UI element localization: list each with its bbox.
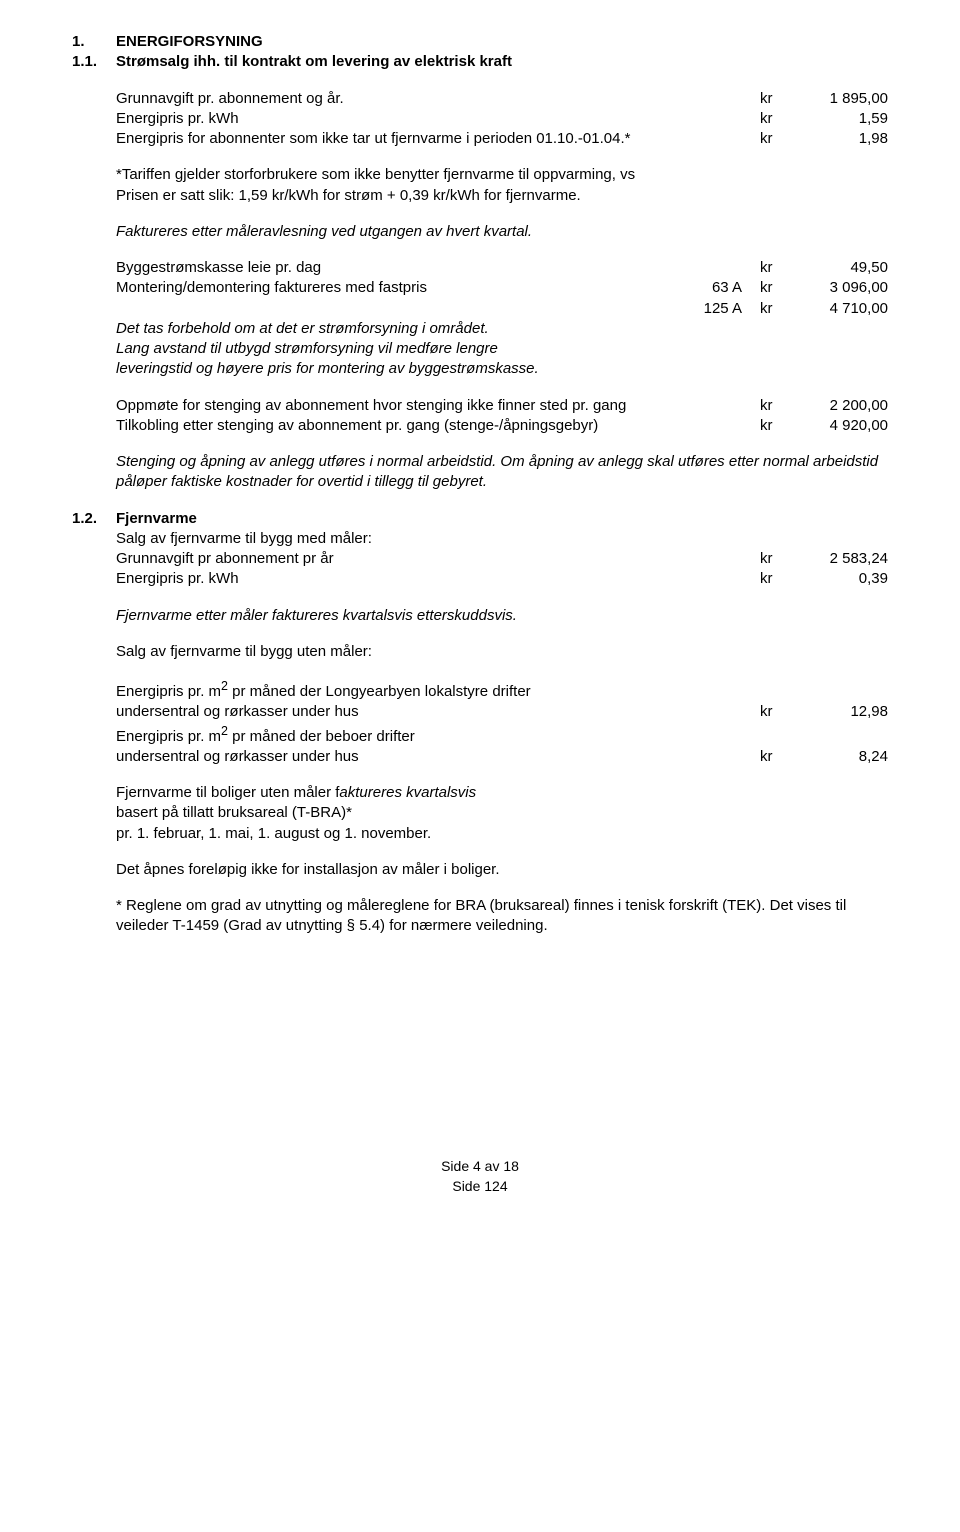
value: 2 200,00 [798,396,888,416]
no-meter-note: Det åpnes foreløpig ikke for installasjo… [116,860,888,880]
energipris-m2-l2a: Energipris pr. m [116,728,221,745]
energipris-m2-l1a: Energipris pr. m [116,683,221,700]
fjernvarme-bolig-l3: pr. 1. februar, 1. mai, 1. august og 1. … [116,824,888,844]
value: 12,98 [798,702,888,722]
fjernvarme-bolig-l1: Fjernvarme til boliger uten måler faktur… [116,783,888,803]
sup-2: 2 [221,724,228,738]
section-1-1-num: 1.1. [72,52,116,72]
value: 1 895,00 [798,89,888,109]
section-1-2-num: 1.2. [72,509,116,550]
amperage: 125 A [704,299,748,319]
label: Energipris pr. kWh [116,109,748,129]
price-row-energipris-period: Energipris for abonnenter som ikke tar u… [116,129,888,149]
currency: kr [760,299,786,319]
section-1-title: ENERGIFORSYNING [116,32,888,52]
price-row-fjernvarme-grunnavgift: Grunnavgift pr abonnement pr år kr 2 583… [116,549,888,569]
value: 49,50 [798,258,888,278]
label: Oppmøte for stenging av abonnement hvor … [116,396,748,416]
label: Energipris for abonnenter som ikke tar u… [116,129,748,149]
value: 0,39 [798,569,888,589]
label: Byggestrømskasse leie pr. dag [116,258,730,278]
price-row-montering-125a: 125 A kr 4 710,00 [116,299,888,319]
section-1-2-heading: 1.2. Fjernvarme Salg av fjernvarme til b… [72,509,888,550]
label: undersentral og rørkasser under hus [116,702,748,722]
reservation-l1: Det tas forbehold om at det er strømfors… [116,319,888,339]
fjernvarme-bolig-l2: basert på tillatt bruksareal (T-BRA)* [116,803,888,823]
currency: kr [760,747,786,767]
footer-line-2: Side 124 [72,1177,888,1196]
l1a: Fjernvarme til boliger uten måler f [116,784,339,801]
currency: kr [760,569,786,589]
value: 8,24 [798,747,888,767]
price-row-byggestrom: Byggestrømskasse leie pr. dag kr 49,50 [116,258,888,278]
reservation-l2: Lang avstand til utbygd strømforsyning v… [116,339,888,359]
currency: kr [760,129,786,149]
energipris-m2-l1b: pr måned der Longyearbyen lokalstyre dri… [228,683,531,700]
currency: kr [760,89,786,109]
price-row-oppmote: Oppmøte for stenging av abonnement hvor … [116,396,888,416]
currency: kr [760,278,786,298]
value: 4 920,00 [798,416,888,436]
working-hours-note: Stenging og åpning av anlegg utføres i n… [116,452,888,493]
sub-heading-uten-maler: Salg av fjernvarme til bygg uten måler: [116,642,888,662]
section-1-heading: 1. ENERGIFORSYNING [72,32,888,52]
footer-line-1: Side 4 av 18 [72,1157,888,1176]
price-row-montering-63a: Montering/demontering faktureres med fas… [116,278,888,298]
value: 1,59 [798,109,888,129]
price-block-lokalstyre: Energipris pr. m2 pr måned der Longyearb… [116,678,888,723]
invoice-note-fjernvarme: Fjernvarme etter måler faktureres kvarta… [116,606,888,626]
section-1-num: 1. [72,32,116,52]
label: Energipris pr. kWh [116,569,748,589]
amperage: 63 A [712,278,748,298]
section-1-1-heading: 1.1. Strømsalg ihh. til kontrakt om leve… [72,52,888,72]
price-row-grunnavgift: Grunnavgift pr. abonnement og år. kr 1 8… [116,89,888,109]
label: undersentral og rørkasser under hus [116,747,748,767]
currency: kr [760,549,786,569]
value: 1,98 [798,129,888,149]
currency: kr [760,416,786,436]
price-block-beboer: Energipris pr. m2 pr måned der beboer dr… [116,723,888,768]
currency: kr [760,702,786,722]
label: Tilkobling etter stenging av abonnement … [116,416,748,436]
invoice-note: Faktureres etter måleravlesning ved utga… [116,222,888,242]
tek-note: * Reglene om grad av utnytting og målere… [116,896,888,937]
value: 3 096,00 [798,278,888,298]
currency: kr [760,109,786,129]
label: Grunnavgift pr abonnement pr år [116,549,748,569]
tariff-note-l1: *Tariffen gjelder storforbrukere som ikk… [116,165,888,185]
section-1-2-subtitle: Salg av fjernvarme til bygg med måler: [116,529,888,549]
label: Montering/demontering faktureres med fas… [116,278,700,298]
price-row-fjernvarme-kwh: Energipris pr. kWh kr 0,39 [116,569,888,589]
section-1-2-title: Fjernvarme [116,509,888,529]
energipris-m2-l2b: pr måned der beboer drifter [228,728,415,745]
page-footer: Side 4 av 18 Side 124 [72,1157,888,1197]
section-1-1-title: Strømsalg ihh. til kontrakt om levering … [116,52,888,72]
price-row-tilkobling: Tilkobling etter stenging av abonnement … [116,416,888,436]
value: 4 710,00 [798,299,888,319]
value: 2 583,24 [798,549,888,569]
sup-2: 2 [221,679,228,693]
label: Grunnavgift pr. abonnement og år. [116,89,748,109]
reservation-l3: leveringstid og høyere pris for monterin… [116,359,888,379]
tariff-note-l2: Prisen er satt slik: 1,59 kr/kWh for str… [116,186,888,206]
currency: kr [760,396,786,416]
currency: kr [760,258,786,278]
price-row-energipris-kwh: Energipris pr. kWh kr 1,59 [116,109,888,129]
l1b: aktureres kvartalsvis [339,784,476,801]
